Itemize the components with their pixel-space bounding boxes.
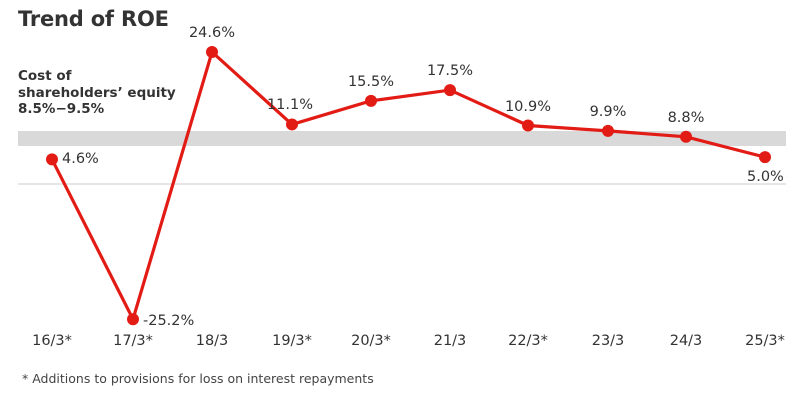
x-axis-tick-label: 19/3* bbox=[272, 333, 312, 349]
x-axis-tick-label: 22/3* bbox=[508, 333, 548, 349]
data-point-value-label: -25.2% bbox=[143, 313, 195, 330]
data-point-value-label: 5.0% bbox=[747, 169, 784, 186]
x-axis-tick-label: 16/3* bbox=[32, 333, 72, 349]
data-point-marker bbox=[602, 124, 614, 137]
cost-of-equity-line1: Cost of bbox=[18, 68, 72, 84]
data-point-value-label: 10.9% bbox=[504, 98, 552, 115]
data-point-value-label: 24.6% bbox=[188, 25, 236, 41]
data-point-marker bbox=[759, 151, 771, 164]
x-axis-tick-label: 17/3* bbox=[113, 333, 153, 349]
cost-of-equity-line2: shareholders’ equity bbox=[18, 84, 176, 101]
cost-of-equity-band bbox=[18, 131, 786, 146]
roe-markers bbox=[46, 46, 771, 326]
data-point-value-label: 11.1% bbox=[266, 97, 314, 114]
data-point-marker bbox=[444, 84, 456, 97]
data-point-marker bbox=[365, 94, 377, 107]
roe-line bbox=[50, 49, 766, 324]
x-axis-tick-label: 21/3 bbox=[433, 333, 467, 349]
data-point-value-label: 8.8% bbox=[667, 109, 705, 126]
cost-of-equity-line3: 8.5%−9.5% bbox=[18, 101, 105, 117]
data-point-value-label: 15.5% bbox=[347, 73, 395, 90]
x-axis-tick-label: 23/3 bbox=[591, 333, 625, 349]
data-point-marker bbox=[286, 118, 298, 131]
x-axis-tick-label: 18/3 bbox=[195, 333, 229, 349]
footnote: * Additions to provisions for loss on in… bbox=[22, 371, 374, 386]
data-point-marker bbox=[680, 130, 692, 143]
data-point-marker bbox=[522, 119, 534, 132]
x-axis-tick-label: 25/3* bbox=[745, 333, 785, 349]
x-axis-tick-label: 24/3 bbox=[669, 333, 703, 349]
data-point-value-label: 17.5% bbox=[426, 63, 474, 80]
data-point-marker bbox=[127, 313, 139, 326]
data-point-value-label: 4.6% bbox=[62, 151, 99, 168]
cost-of-equity-annotation: Cost of shareholders’ equity 8.5%−9.5% bbox=[18, 68, 176, 118]
page-title: Trend of ROE bbox=[18, 7, 169, 31]
data-point-value-label: 9.9% bbox=[589, 103, 627, 120]
x-axis-tick-label: 20/3* bbox=[351, 333, 391, 349]
data-point-marker bbox=[206, 46, 218, 58]
data-point-marker bbox=[46, 153, 58, 166]
